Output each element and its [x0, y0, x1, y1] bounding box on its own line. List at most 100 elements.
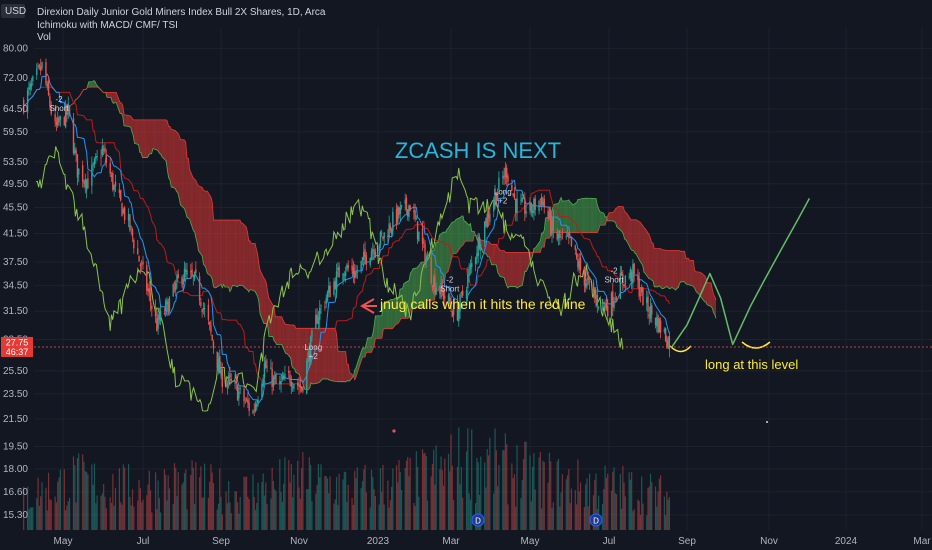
volume-bar [522, 459, 525, 530]
volume-bar [647, 487, 649, 530]
cloud-segment [643, 227, 646, 274]
volume-bar [434, 484, 436, 530]
candle [511, 179, 513, 192]
cloud-segment [389, 299, 391, 329]
cloud-segment [337, 350, 340, 382]
candle [151, 302, 153, 317]
volume-bar [398, 460, 400, 530]
volume-bar [72, 456, 75, 530]
volume-bar [133, 506, 135, 530]
volume-bar [498, 464, 500, 530]
volume-bar [78, 453, 80, 530]
cloud-segment [567, 199, 569, 233]
volume-bar [524, 441, 526, 530]
cloud-segment [179, 135, 181, 205]
volume-bar [633, 509, 635, 530]
volume-bar [300, 468, 303, 530]
volume-bar [506, 444, 508, 530]
volume-bar [254, 509, 257, 530]
cloud-segment [454, 220, 456, 254]
candle [290, 375, 293, 394]
instrument-title: Direxion Daily Junior Gold Miners Index … [37, 7, 326, 18]
candle [353, 263, 356, 285]
volume-bar [668, 496, 670, 530]
candle [559, 229, 561, 246]
volume-bar [200, 466, 202, 530]
cloud-segment [120, 102, 122, 114]
x-tick-label: Mar [913, 536, 931, 547]
volume-bar [521, 479, 523, 530]
volume-bar [109, 497, 111, 530]
currency-label[interactable]: USD [5, 6, 26, 17]
svg-text:Short: Short [50, 104, 70, 113]
volume-bar [57, 481, 59, 530]
cloud-segment [453, 221, 455, 254]
cloud-segment [229, 220, 232, 292]
candle [342, 272, 344, 285]
candle [521, 190, 523, 203]
volume-bar [225, 491, 227, 530]
volume-legend[interactable]: Vol [37, 32, 51, 43]
volume-bar [235, 491, 237, 530]
volume-bar [124, 467, 126, 530]
indicator-legend[interactable]: Ichimoku with MACD/ CMF/ TSI [37, 20, 178, 31]
cloud-segment [331, 328, 336, 382]
cloud-segment [336, 335, 338, 382]
candle [36, 63, 38, 81]
candle [588, 276, 591, 290]
volume-bar [383, 504, 385, 530]
candle [49, 93, 51, 110]
volume-bar [629, 479, 631, 530]
volume-bar [243, 476, 245, 530]
dividend-marker-icon[interactable]: D [471, 513, 485, 527]
candle [596, 286, 599, 313]
volume-bar [113, 505, 115, 530]
volume-bar [542, 460, 544, 530]
candle [325, 294, 327, 309]
candle [84, 173, 86, 194]
volume-bar [459, 484, 461, 530]
dividend-marker-icon[interactable]: D [589, 513, 603, 527]
candle [477, 232, 479, 263]
candle [112, 170, 114, 192]
candle [628, 272, 630, 280]
volume-bar [373, 489, 375, 530]
smile-arc-2 [741, 341, 771, 349]
cloud-segment [371, 333, 373, 353]
cloud-segment [653, 242, 655, 287]
candle [461, 285, 464, 298]
cloud-segment [495, 244, 497, 266]
candle [129, 213, 131, 233]
candle [308, 342, 311, 369]
volume-bar [261, 481, 263, 530]
time-axis[interactable]: May Jul Sep Nov 2023 Mar May Jul Sep Nov 2024 Mar [54, 536, 932, 547]
cloud-segment [598, 208, 600, 230]
volume-bar [176, 496, 178, 530]
volume-bar [191, 460, 193, 530]
price-axis[interactable]: 15.3016.6018.0019.5021.5023.5025.5028.50… [3, 43, 28, 520]
candle [642, 286, 644, 306]
cloud-segment [597, 205, 599, 233]
volume-bar [400, 490, 403, 530]
cloud-segment [159, 119, 161, 155]
cloud-segment [522, 252, 524, 286]
volume-bar [628, 472, 630, 530]
candle [525, 204, 527, 218]
cloud-segment [533, 247, 536, 253]
volume-bar [468, 493, 470, 530]
conversion-line [23, 73, 670, 405]
cloud-segment [148, 119, 151, 155]
candle [485, 217, 487, 228]
cloud-segment [354, 367, 356, 380]
candle [46, 80, 48, 91]
cloud-segment [147, 119, 149, 158]
candle [298, 377, 300, 395]
cloud-segment [663, 249, 667, 289]
candle [85, 178, 88, 199]
volume-bar [458, 427, 460, 530]
candle [533, 197, 535, 221]
volume-bar [408, 476, 410, 530]
volume-bar [566, 475, 569, 530]
x-tick-label: Jul [137, 536, 150, 547]
